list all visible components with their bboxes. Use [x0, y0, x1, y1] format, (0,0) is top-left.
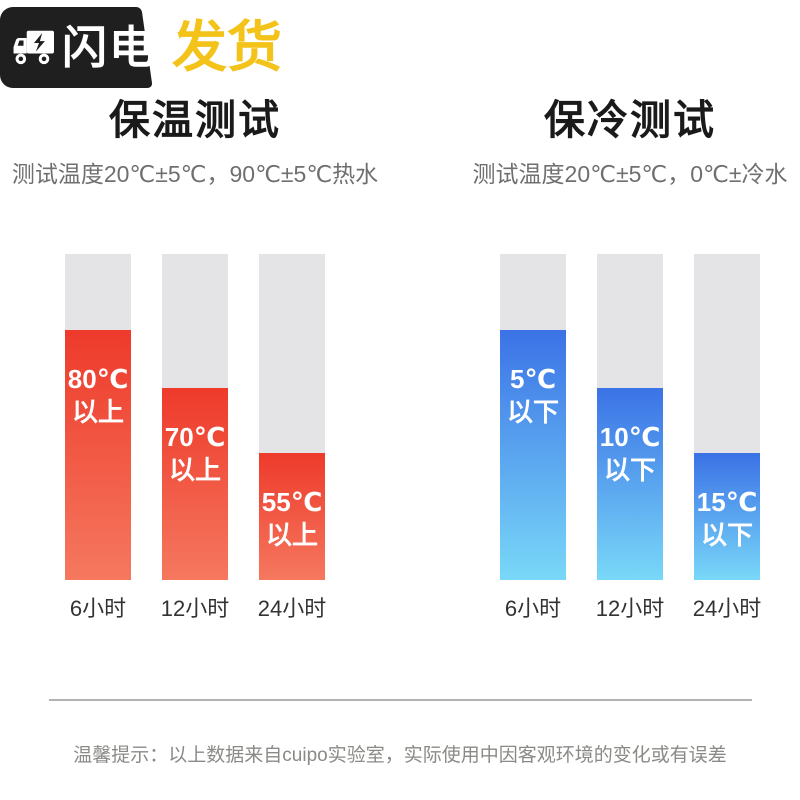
- bar-value-line1: 10℃: [599, 422, 661, 452]
- bar-track: 70℃ 以上: [162, 254, 228, 580]
- bar-fill-6h: 80℃ 以上: [65, 330, 131, 580]
- bar-fill-24h: 55℃ 以上: [259, 453, 325, 580]
- bar-value-line1: 80℃: [67, 364, 129, 394]
- category-label-24h: 24小时: [257, 596, 327, 621]
- bar-value-line2: 以上: [71, 397, 124, 427]
- category-label-6h: 6小时: [69, 596, 127, 621]
- heat-category-labels: 6小时 12小时 24小时: [0, 595, 395, 623]
- cold-bar-group: 5℃ 以下 10℃ 以下 15℃ 以下: [430, 254, 800, 580]
- footer-note: 温馨提示：以上数据来自cuipo实验室，实际使用中因客观环境的变化或有误差: [73, 745, 727, 766]
- cold-retention-chart: 保冷测试 测试温度20℃±5℃，0℃±冷水 5℃ 以下 10℃ 以下 15℃ 以…: [430, 97, 800, 623]
- bar-track: 55℃ 以上: [259, 254, 325, 580]
- bar-value-line1: 5℃: [510, 364, 556, 394]
- bar-track: 80℃ 以上: [65, 254, 131, 580]
- bar-value-line2: 以下: [506, 397, 559, 427]
- bar-value-line1: 70℃: [164, 422, 226, 452]
- cold-chart-title: 保冷测试: [544, 97, 716, 143]
- category-label-24h: 24小时: [692, 596, 762, 621]
- bar-track: 10℃ 以下: [597, 254, 663, 580]
- flash-shipping-badge: 闪电 发货: [0, 7, 282, 88]
- heat-chart-title: 保温测试: [109, 97, 281, 143]
- bar-value-line2: 以下: [603, 455, 656, 485]
- category-label-6h: 6小时: [504, 596, 562, 621]
- bar-value-line2: 以上: [265, 520, 318, 550]
- footer-divider: [49, 699, 752, 701]
- bar-value-line2: 以上: [168, 455, 221, 485]
- bar-fill-6h: 5℃ 以下: [500, 330, 566, 580]
- bar-value-line1: 15℃: [696, 487, 758, 517]
- badge-content: 闪电 发货: [0, 7, 282, 88]
- bar-track: 5℃ 以下: [500, 254, 566, 580]
- bar-fill-24h: 15℃ 以下: [694, 453, 760, 580]
- category-label-12h: 12小时: [160, 596, 230, 621]
- heat-chart-subtitle: 测试温度20℃±5℃，90℃±5℃热水: [11, 161, 379, 187]
- heat-retention-chart: 保温测试 测试温度20℃±5℃，90℃±5℃热水 80℃ 以上 70℃ 以上 5…: [0, 97, 395, 623]
- bar-value-line1: 55℃: [261, 487, 323, 517]
- bar-track: 15℃ 以下: [694, 254, 760, 580]
- badge-text-flash: 闪电: [62, 22, 157, 73]
- truck-lightning-icon: [13, 30, 54, 64]
- category-label-12h: 12小时: [595, 596, 665, 621]
- badge-text-shipping: 发货: [172, 16, 283, 78]
- heat-bar-group: 80℃ 以上 70℃ 以上 55℃ 以上: [0, 254, 395, 580]
- bar-fill-12h: 10℃ 以下: [597, 388, 663, 580]
- bar-fill-12h: 70℃ 以上: [162, 388, 228, 580]
- cold-chart-subtitle: 测试温度20℃±5℃，0℃±冷水: [472, 161, 788, 187]
- cold-category-labels: 6小时 12小时 24小时: [430, 595, 800, 623]
- bar-value-line2: 以下: [700, 520, 753, 550]
